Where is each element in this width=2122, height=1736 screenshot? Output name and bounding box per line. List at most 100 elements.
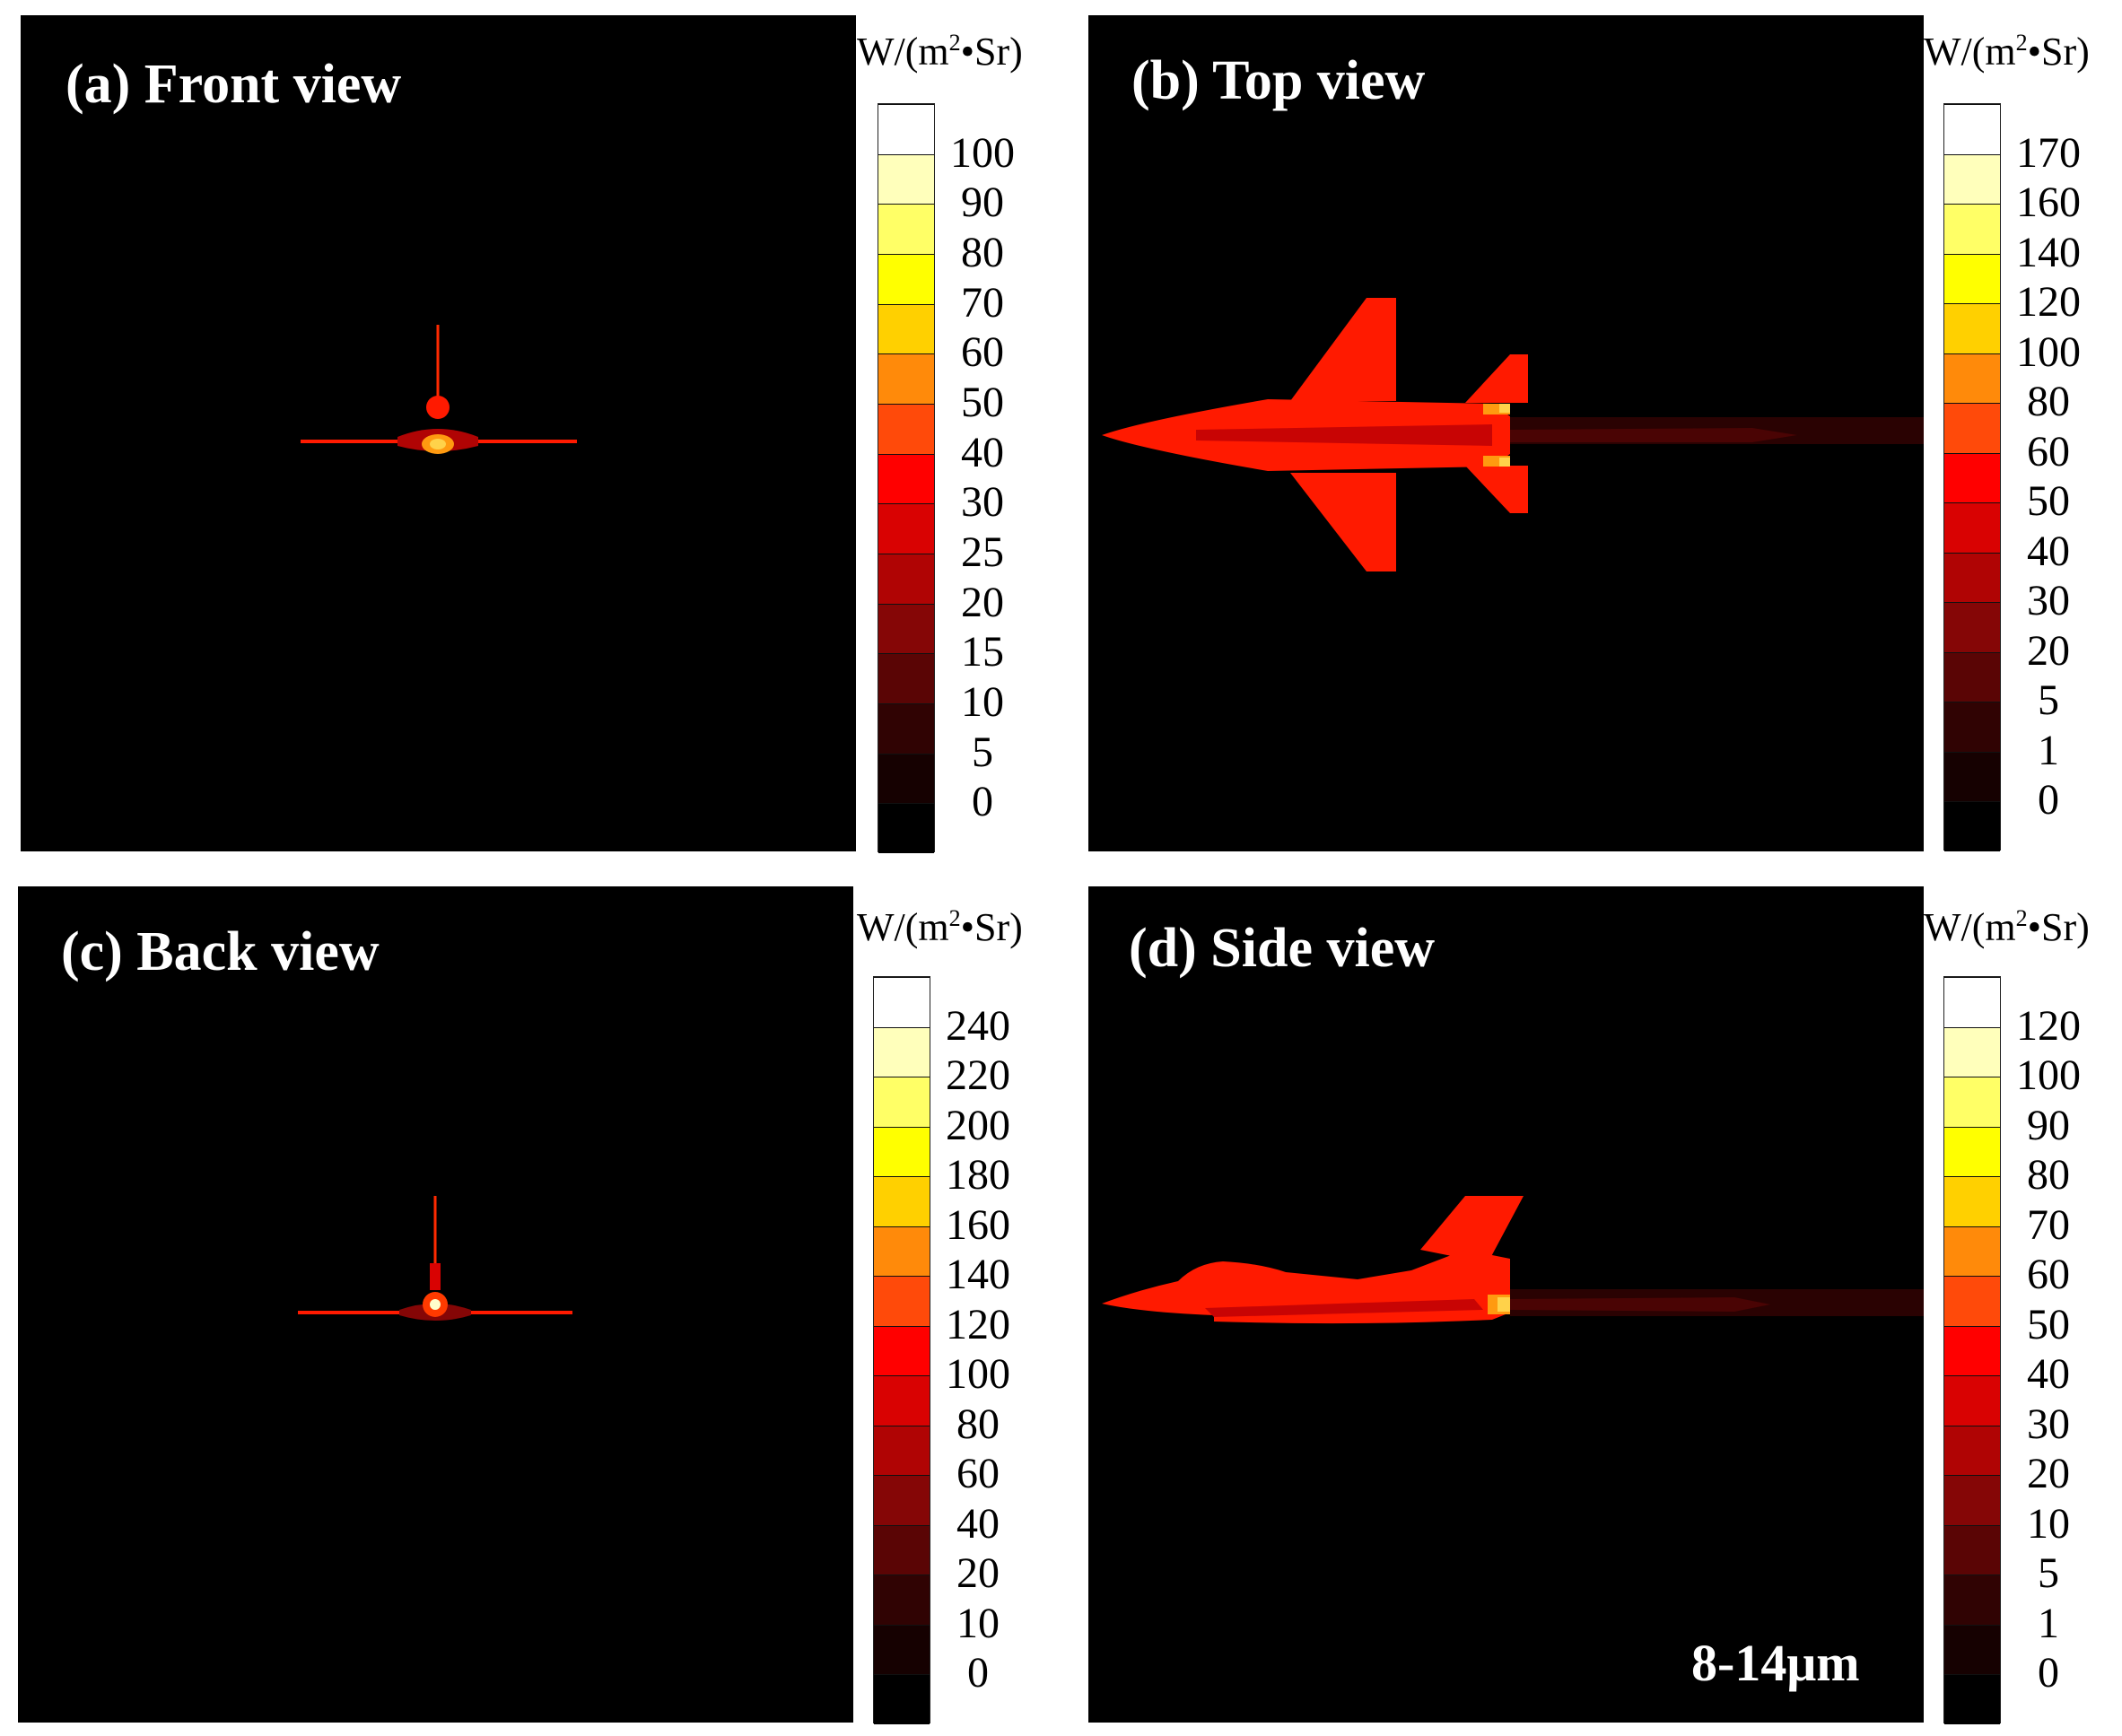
colorbar-b bbox=[1943, 103, 2001, 851]
colorbar-segment bbox=[878, 204, 934, 254]
colorbar-tick-label: 1 bbox=[2038, 726, 2059, 774]
panel-front-view: (a) Front view bbox=[21, 15, 856, 851]
colorbar-c bbox=[873, 976, 930, 1724]
colorbar-tick-label: 140 bbox=[2016, 228, 2081, 276]
colorbar-tick-label: 10 bbox=[961, 678, 1004, 726]
colorbar-segment bbox=[1944, 702, 2000, 752]
panel-title: (c) Back view bbox=[61, 921, 380, 982]
colorbar-tick-label: 50 bbox=[2027, 477, 2070, 526]
colorbar-segment bbox=[878, 453, 934, 504]
colorbar-tick-label: 100 bbox=[946, 1350, 1010, 1399]
unit-tail: •Sr) bbox=[2027, 30, 2090, 74]
colorbar-segment bbox=[1944, 303, 2000, 353]
colorbar-tick-label: 0 bbox=[967, 1649, 989, 1697]
unit-label-b: W/(m2•Sr) bbox=[1924, 29, 2090, 74]
colorbar-segment bbox=[874, 1475, 930, 1525]
colorbar-segment bbox=[1944, 1176, 2000, 1226]
colorbar-tick-label: 40 bbox=[2027, 1350, 2070, 1399]
colorbar-segment bbox=[1944, 801, 2000, 851]
colorbar-segment bbox=[874, 1026, 930, 1077]
colorbar-segment bbox=[1944, 1624, 2000, 1675]
colorbar-tick-label: 15 bbox=[961, 628, 1004, 676]
colorbar-segment bbox=[874, 1077, 930, 1127]
colorbar-segment bbox=[1944, 977, 2000, 1027]
aircraft-front-image bbox=[301, 325, 577, 454]
colorbar-segment bbox=[1944, 1325, 2000, 1376]
unit-sup: 2 bbox=[2015, 905, 2028, 932]
colorbar-segment bbox=[874, 1674, 930, 1724]
colorbar-tick-label: 180 bbox=[946, 1151, 1010, 1199]
colorbar-tick-label: 100 bbox=[950, 128, 1015, 177]
colorbar-segment bbox=[874, 1325, 930, 1376]
colorbar-tick-label: 120 bbox=[946, 1300, 1010, 1348]
colorbar-tick-label: 80 bbox=[2027, 378, 2070, 426]
colorbar-tick-label: 30 bbox=[961, 478, 1004, 527]
colorbar-tick-label: 120 bbox=[2016, 1001, 2081, 1050]
colorbar-segment bbox=[1944, 751, 2000, 802]
unit-tail: •Sr) bbox=[2027, 905, 2090, 949]
colorbar-tick-label: 100 bbox=[2016, 327, 2081, 376]
colorbar-segment bbox=[1944, 1276, 2000, 1326]
colorbar-segment bbox=[878, 703, 934, 754]
colorbar-segment bbox=[1944, 452, 2000, 503]
colorbar-tick-label: 20 bbox=[956, 1549, 1000, 1598]
colorbar-segment bbox=[1944, 403, 2000, 453]
colorbar-tick-label: 100 bbox=[2016, 1051, 2081, 1100]
colorbar-tick-label: 80 bbox=[2027, 1151, 2070, 1199]
colorbar-tick-label: 80 bbox=[961, 229, 1004, 276]
panel-title: (b) Top view bbox=[1131, 50, 1426, 111]
colorbar-segment bbox=[874, 1524, 930, 1575]
colorbar-segment bbox=[1944, 602, 2000, 652]
colorbar-tick-label: 60 bbox=[956, 1450, 1000, 1498]
colorbar-tick-label: 0 bbox=[2038, 1649, 2059, 1697]
colorbar-tick-label: 90 bbox=[961, 179, 1004, 227]
panel-side-view: (d) Side view 8-14μm bbox=[1088, 886, 1924, 1723]
colorbar-segment bbox=[1944, 1425, 2000, 1476]
colorbar-tick-label: 40 bbox=[956, 1499, 1000, 1548]
colorbar-segment bbox=[878, 803, 934, 853]
aircraft-top-image bbox=[1102, 298, 1924, 571]
colorbar-segment bbox=[1944, 1077, 2000, 1127]
colorbar-segment bbox=[1944, 353, 2000, 404]
colorbar-tick-label: 0 bbox=[2038, 776, 2059, 824]
colorbar-segment bbox=[1944, 552, 2000, 603]
colorbar-tick-label: 160 bbox=[2016, 179, 2081, 227]
colorbar-segment bbox=[878, 653, 934, 703]
colorbar-tick-label: 60 bbox=[2027, 427, 2070, 475]
colorbar-segment bbox=[1944, 104, 2000, 154]
colorbar-tick-label: 160 bbox=[946, 1200, 1010, 1249]
colorbar-tick-label: 70 bbox=[961, 278, 1004, 327]
colorbar-tick-label: 80 bbox=[956, 1400, 1000, 1448]
colorbar-segment bbox=[874, 1126, 930, 1177]
colorbar-segment bbox=[1944, 1524, 2000, 1575]
unit-tail: •Sr) bbox=[960, 30, 1023, 74]
unit-text: W/(m bbox=[857, 30, 949, 74]
unit-label-a: W/(m2•Sr) bbox=[857, 29, 1023, 74]
colorbar-segment bbox=[874, 1276, 930, 1326]
colorbar-segment bbox=[878, 153, 934, 205]
colorbar-tick-label: 90 bbox=[2027, 1101, 2070, 1149]
wavelength-band-label: 8-14μm bbox=[1691, 1634, 1860, 1692]
colorbar-tick-label: 50 bbox=[961, 379, 1004, 426]
colorbar-segment bbox=[1944, 1126, 2000, 1177]
colorbar-segment bbox=[1944, 1575, 2000, 1625]
colorbar-tick-label: 200 bbox=[946, 1101, 1010, 1149]
colorbar-tick-label: 140 bbox=[946, 1251, 1010, 1299]
colorbar-segment bbox=[1944, 153, 2000, 205]
colorbar-tick-label: 170 bbox=[2016, 128, 2081, 177]
unit-text: W/(m bbox=[857, 905, 949, 949]
colorbar-tick-label: 120 bbox=[2016, 278, 2081, 327]
colorbar-segment bbox=[1944, 1375, 2000, 1426]
colorbar-segment bbox=[874, 1575, 930, 1625]
colorbar-tick-label: 40 bbox=[961, 428, 1004, 476]
colorbar-segment bbox=[878, 254, 934, 304]
unit-text: W/(m bbox=[1924, 905, 2016, 949]
colorbar-tick-label: 50 bbox=[2027, 1300, 2070, 1348]
colorbar-a bbox=[878, 103, 935, 853]
colorbar-tick-label: 20 bbox=[961, 578, 1004, 626]
colorbar-tick-label: 20 bbox=[2027, 1450, 2070, 1498]
unit-label-d: W/(m2•Sr) bbox=[1924, 904, 2090, 950]
colorbar-tick-label: 70 bbox=[2027, 1200, 2070, 1249]
colorbar-segment bbox=[878, 503, 934, 554]
colorbar-tick-label: 60 bbox=[2027, 1251, 2070, 1299]
